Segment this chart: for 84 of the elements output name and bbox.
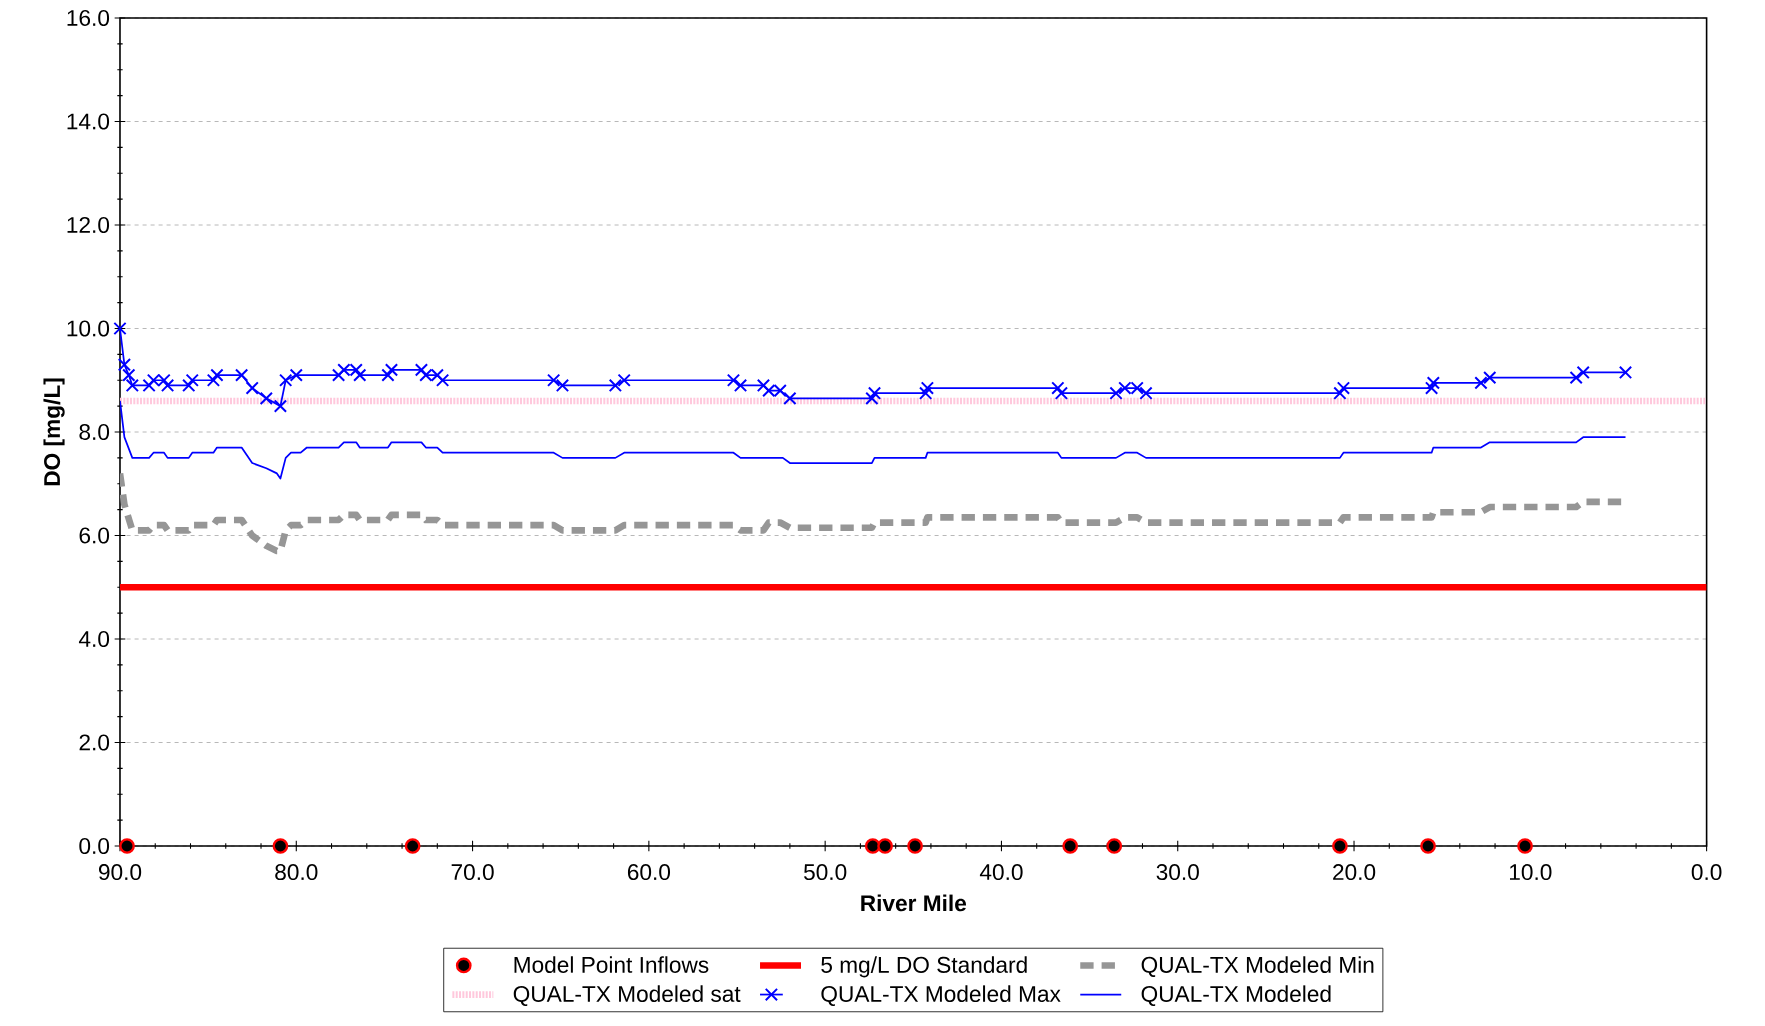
x-axis-title: River Mile	[861, 894, 967, 912]
x-tick-label: 80.0	[275, 864, 318, 881]
point	[1106, 838, 1123, 854]
point	[435, 373, 450, 387]
point	[210, 368, 224, 382]
y-tick-label: 16.0	[67, 9, 110, 27]
point	[1576, 365, 1590, 380]
point	[918, 386, 933, 400]
point	[783, 391, 797, 406]
point	[119, 838, 135, 854]
legend-label: QUAL-TX Modeled	[1141, 985, 1331, 1007]
y-tick-label: 8.0	[79, 423, 110, 441]
point	[117, 358, 132, 372]
point	[160, 378, 175, 393]
point	[381, 368, 395, 382]
point	[907, 838, 923, 854]
point	[384, 363, 399, 377]
point	[1333, 386, 1347, 400]
point	[1332, 838, 1348, 854]
point	[547, 373, 561, 387]
x-tick-label: 30.0	[1156, 864, 1199, 881]
point	[1420, 838, 1436, 854]
point	[289, 368, 303, 382]
point	[182, 378, 196, 393]
point	[1051, 381, 1065, 395]
point	[234, 368, 249, 382]
legend-label: QUAL-TX Modeled sat	[513, 985, 741, 1007]
x-tick-label: 90.0	[99, 864, 142, 881]
point	[353, 368, 367, 382]
point	[877, 838, 893, 854]
y-tick-label: 0.0	[79, 837, 110, 855]
legend-label: Model Point Inflows	[514, 956, 709, 973]
point	[1483, 371, 1497, 385]
point	[1474, 376, 1488, 390]
point	[1109, 386, 1123, 400]
point	[617, 373, 631, 387]
x-tick-label: 70.0	[451, 864, 494, 881]
point	[1062, 838, 1079, 854]
point	[1336, 381, 1351, 395]
legend-label: QUAL-TX Modeled Min	[1141, 956, 1374, 977]
x-tick-label: 0.0	[1691, 864, 1722, 881]
point	[404, 838, 421, 854]
x-tick-label: 50.0	[803, 864, 847, 881]
point	[867, 386, 882, 400]
point	[1618, 365, 1633, 380]
x-tick-label: 10.0	[1509, 864, 1552, 881]
point	[726, 373, 741, 387]
point	[920, 381, 935, 395]
point	[259, 391, 273, 406]
point	[555, 378, 570, 393]
y-tick-label: 14.0	[67, 113, 110, 130]
point	[273, 399, 288, 413]
x-tick-label: 20.0	[1333, 864, 1376, 881]
point	[756, 378, 771, 393]
point	[865, 391, 879, 406]
point	[122, 368, 136, 382]
point	[608, 378, 623, 393]
point	[1424, 381, 1439, 395]
point	[1426, 376, 1441, 390]
legend-label: 5 mg/L DO Standard	[821, 956, 1027, 978]
point	[245, 381, 259, 395]
point	[1569, 371, 1583, 385]
y-tick-label: 12.0	[67, 216, 110, 234]
point	[1517, 838, 1533, 854]
y-tick-label: 4.0	[78, 630, 110, 648]
point	[331, 368, 346, 382]
point	[733, 378, 748, 393]
point	[279, 373, 293, 387]
point	[414, 363, 429, 377]
x-tick-label: 60.0	[627, 864, 671, 881]
y-tick-label: 10.0	[67, 320, 110, 337]
y-axis-title: DO [mg/L]	[43, 378, 65, 486]
y-tick-label: 2.0	[79, 734, 110, 751]
point	[206, 373, 221, 387]
point	[1139, 386, 1153, 400]
x-tick-label: 40.0	[979, 864, 1023, 881]
legend-label: QUAL-TX Modeled Max	[821, 985, 1061, 1007]
point	[113, 321, 127, 336]
point	[125, 378, 139, 393]
point	[142, 378, 156, 393]
point	[185, 373, 199, 387]
point	[1054, 386, 1069, 400]
y-tick-label: 6.0	[79, 527, 110, 544]
point	[272, 838, 289, 854]
